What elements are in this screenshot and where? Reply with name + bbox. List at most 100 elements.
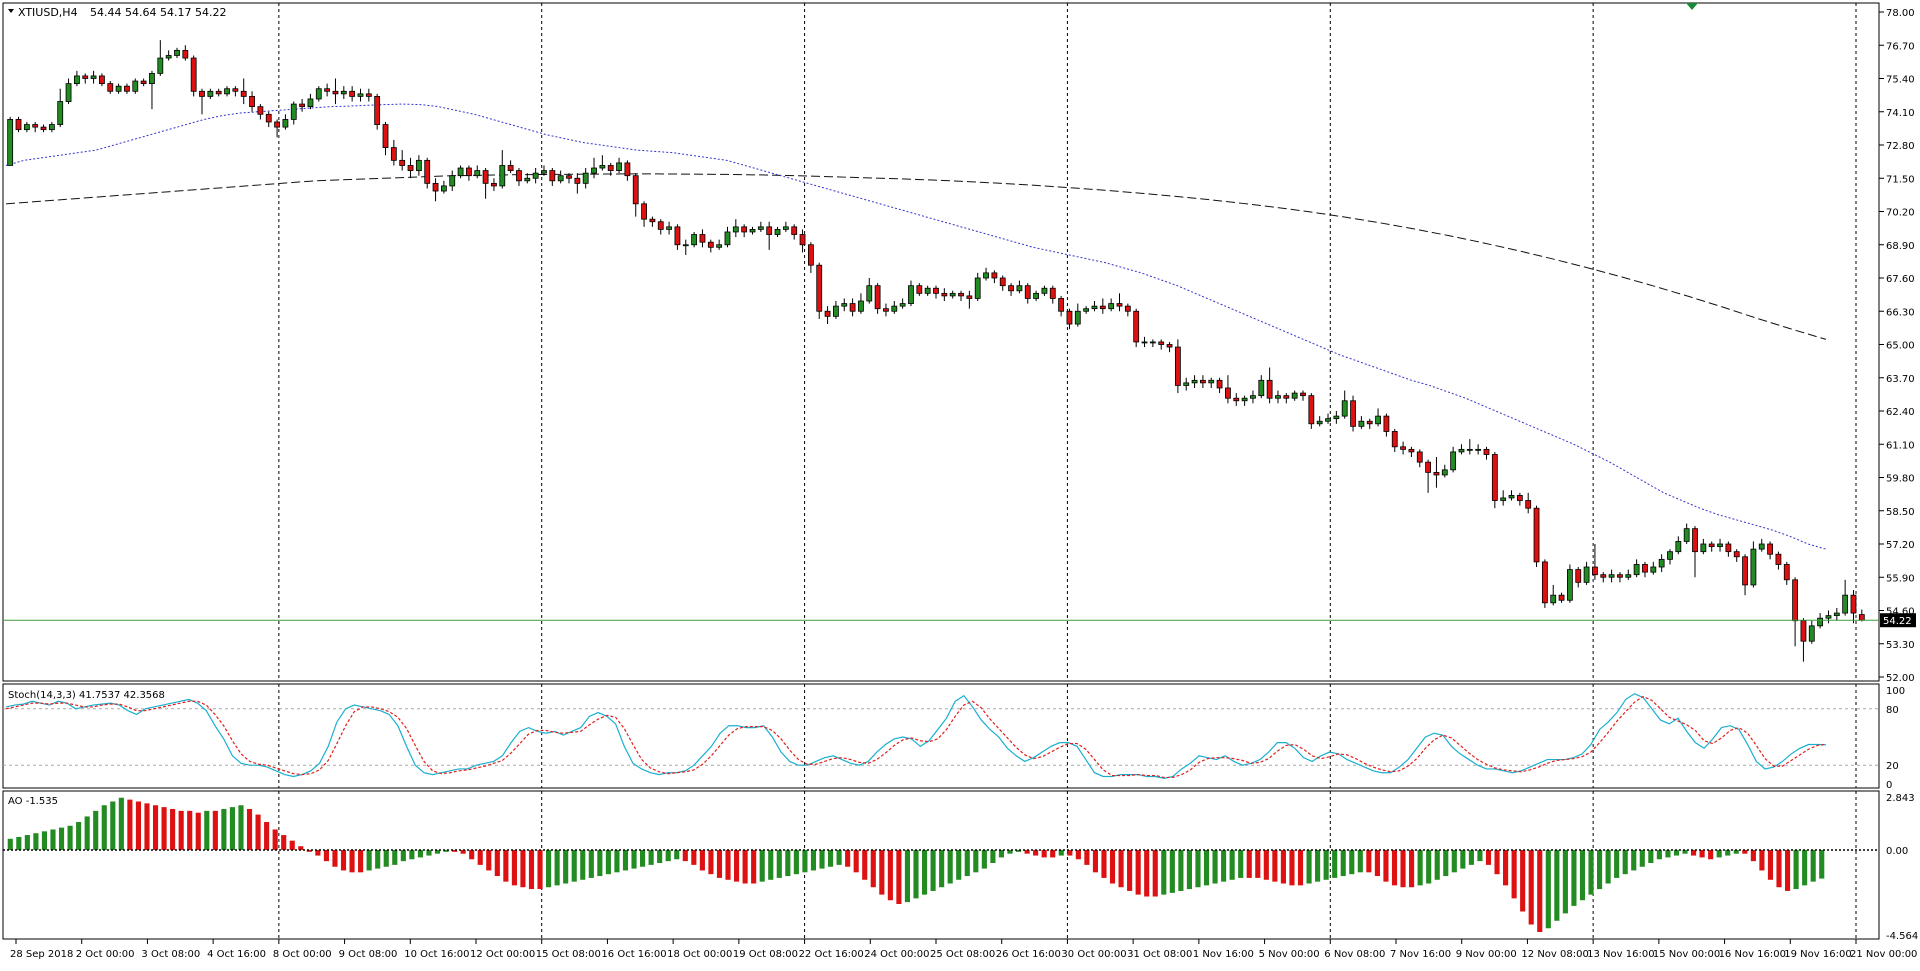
candle xyxy=(908,280,914,307)
bullish-candle-body xyxy=(858,300,864,312)
candle xyxy=(549,168,556,186)
bearish-candle-body xyxy=(1366,420,1373,425)
candle xyxy=(390,139,397,166)
bullish-candle-body xyxy=(307,98,314,108)
bearish-candle-body xyxy=(274,121,280,128)
candle xyxy=(157,40,164,76)
candle xyxy=(1225,375,1231,404)
candle xyxy=(1658,554,1665,573)
candle xyxy=(641,201,647,227)
candle xyxy=(582,168,589,189)
candle xyxy=(1725,541,1732,557)
bullish-candle-body xyxy=(1842,594,1849,614)
bullish-candle-body xyxy=(1633,564,1640,576)
candle xyxy=(382,121,389,156)
candle xyxy=(532,168,539,184)
bullish-candle-body xyxy=(1825,615,1832,619)
candle xyxy=(290,101,297,125)
candle xyxy=(399,150,406,171)
candle xyxy=(774,226,781,238)
candle xyxy=(1817,613,1824,629)
price-tick-label: 54.60 xyxy=(1886,607,1915,618)
time-tick-label: 9 Oct 08:00 xyxy=(339,949,398,960)
bullish-candle-body xyxy=(1475,448,1482,451)
main-panel-frame xyxy=(2,2,1880,682)
bearish-candle-body xyxy=(332,90,339,95)
candle xyxy=(782,221,789,232)
stoch-axis: 100 80 20 0 xyxy=(3,686,1905,791)
bearish-candle-body xyxy=(991,272,998,279)
bearish-candle-body xyxy=(516,170,522,182)
bearish-candle-body xyxy=(566,175,572,179)
candle xyxy=(1325,413,1331,424)
candle xyxy=(607,162,614,176)
bullish-candle-body xyxy=(983,272,989,279)
candle xyxy=(591,157,597,179)
time-tick-label: 22 Oct 16:00 xyxy=(799,949,864,960)
candle xyxy=(1700,538,1707,555)
bullish-candle-body xyxy=(1667,551,1673,560)
candle xyxy=(282,114,289,130)
candle xyxy=(899,298,906,309)
bullish-candle-body xyxy=(1316,420,1323,425)
bullish-candle-body xyxy=(1183,382,1190,386)
candle xyxy=(440,180,447,194)
candle xyxy=(974,272,981,302)
bullish-candle-body xyxy=(1291,392,1298,399)
candle xyxy=(1216,377,1223,394)
candle xyxy=(432,178,439,202)
bearish-candle-body xyxy=(1416,451,1423,463)
bearish-candle-body xyxy=(1391,431,1398,448)
candle xyxy=(7,116,14,166)
ao-tick-label: 0.00 xyxy=(1886,846,1908,857)
price-tick-label: 68.90 xyxy=(1886,241,1915,252)
stoch-main-line xyxy=(5,693,1827,779)
bearish-candle-body xyxy=(1158,341,1165,345)
bearish-candle-body xyxy=(933,287,939,294)
bullish-candle-body xyxy=(1466,448,1473,451)
ao-histogram xyxy=(3,797,1879,932)
bearish-candle-body xyxy=(741,226,748,233)
time-tick-label: 15 Nov 00:00 xyxy=(1653,949,1720,960)
candle xyxy=(1291,390,1298,401)
bearish-candle-body xyxy=(707,241,714,248)
price-tick-label: 53.30 xyxy=(1886,640,1915,651)
bearish-candle-body xyxy=(507,165,514,171)
bearish-candle-body xyxy=(265,113,272,123)
bearish-candle-body xyxy=(1850,594,1857,614)
bearish-candle-body xyxy=(1216,379,1223,389)
ao-tick-label: -4.564 xyxy=(1886,931,1918,942)
candle xyxy=(557,170,564,184)
candle xyxy=(57,88,64,128)
candle xyxy=(174,47,180,59)
candle xyxy=(833,301,839,319)
price-tick-label: 65.00 xyxy=(1886,341,1915,352)
fast-ma-line xyxy=(5,103,1827,550)
candle xyxy=(466,165,472,181)
bearish-candle-body xyxy=(1491,454,1498,501)
candle xyxy=(1191,375,1198,388)
candle xyxy=(1350,395,1356,432)
bullish-candle-body xyxy=(1700,543,1707,553)
candle xyxy=(924,285,931,296)
dropdown-triangle-icon[interactable] xyxy=(8,9,14,13)
candle xyxy=(1842,579,1849,616)
candle xyxy=(707,239,714,253)
time-tick-label: 25 Oct 08:00 xyxy=(930,949,995,960)
bearish-candle-body xyxy=(807,244,814,266)
candle xyxy=(958,290,964,302)
bullish-candle-body xyxy=(440,185,447,192)
bearish-candle-body xyxy=(1400,446,1406,450)
candle xyxy=(716,239,723,250)
bullish-candle-body xyxy=(499,165,506,187)
time-tick-label: 7 Nov 16:00 xyxy=(1390,949,1451,960)
bearish-candle-body xyxy=(365,93,372,97)
candle xyxy=(1133,308,1140,348)
candle xyxy=(1792,577,1799,647)
bullish-candle-body xyxy=(1083,308,1090,312)
candle xyxy=(616,157,622,174)
candle xyxy=(1174,339,1181,394)
bearish-candle-body xyxy=(1783,564,1790,581)
